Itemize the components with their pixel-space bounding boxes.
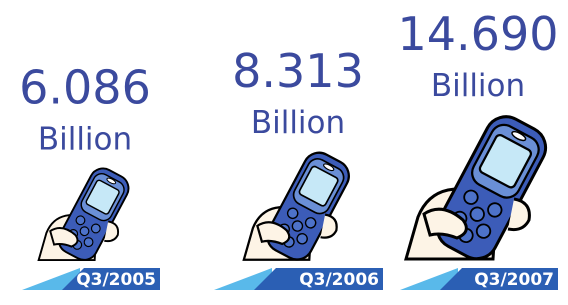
- unit-label: Billion: [251, 105, 345, 141]
- chart: 6.086 Billion Q3/2005 8.313 Billion Q3/2006 14…: [0, 0, 568, 305]
- phone-body: [54, 164, 133, 265]
- value-label: 8.313: [232, 44, 364, 98]
- unit-label: Billion: [431, 68, 525, 104]
- phone-body: [262, 147, 355, 265]
- value-label: 6.086: [19, 60, 151, 114]
- phone-icon: [406, 109, 553, 266]
- category-label: Q3/2005: [76, 270, 156, 290]
- category-label: Q3/2006: [299, 270, 379, 290]
- value-label: 14.690: [398, 7, 559, 61]
- unit-label: Billion: [38, 121, 132, 157]
- phone-icon: [244, 147, 355, 265]
- category-label: Q3/2007: [474, 270, 554, 290]
- phone-body: [430, 109, 553, 266]
- phone-icon: [39, 164, 134, 265]
